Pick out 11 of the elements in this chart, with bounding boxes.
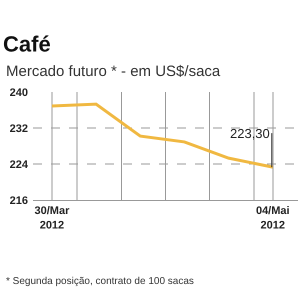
chart-subtitle: Mercado futuro * - em US$/saca xyxy=(6,63,221,80)
x-tick-label: 04/Mai 2012 xyxy=(256,205,290,232)
annotation: 223,30 xyxy=(230,126,270,141)
chart-title: Café xyxy=(3,31,51,56)
text: * Segunda posição, contrato de 100 sacas xyxy=(6,276,194,287)
y-tick-label: 216 xyxy=(10,194,28,207)
y-tick-label: 224 xyxy=(10,158,29,171)
line-series xyxy=(50,102,274,169)
x-tick-label: 30/Mar 2012 xyxy=(34,205,70,232)
y-tick-label: 240 xyxy=(10,86,28,99)
y-tick-label: 232 xyxy=(10,122,28,135)
